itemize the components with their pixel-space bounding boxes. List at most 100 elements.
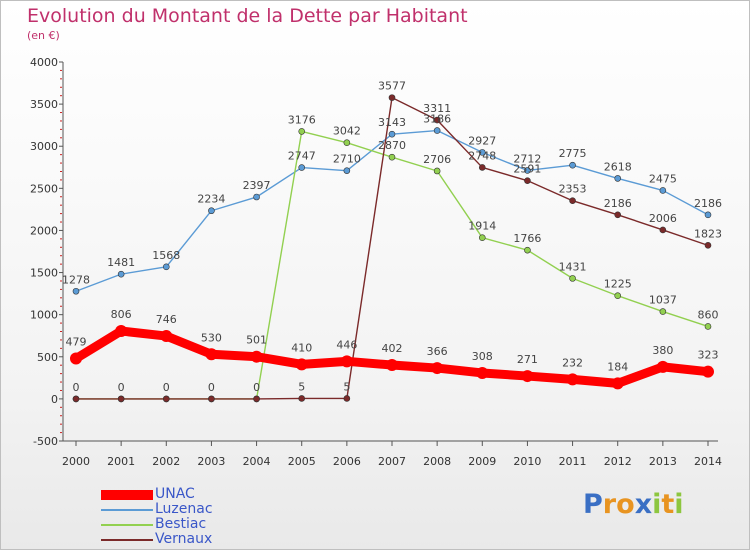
- data-point-unac: [70, 352, 82, 365]
- data-point-unac: [431, 362, 444, 375]
- legend-item-unac: UNAC: [101, 486, 301, 502]
- y-tick-label: 1000: [30, 309, 58, 322]
- data-label-vernaux: 0: [73, 381, 80, 394]
- data-label-vernaux: 2186: [604, 197, 632, 210]
- data-point-bestiac: [298, 128, 306, 135]
- data-point-bestiac: [614, 292, 622, 300]
- data-point-unac: [340, 355, 353, 368]
- data-label-vernaux: 2591: [513, 163, 541, 176]
- data-point-vernaux: [253, 395, 260, 403]
- data-label-luzenac: 1278: [62, 273, 90, 286]
- data-point-unac: [250, 350, 263, 363]
- data-label-bestiac: 1914: [468, 220, 496, 233]
- legend-swatch: [101, 490, 153, 500]
- data-label-vernaux: 0: [253, 381, 260, 394]
- x-tick-label: 2000: [62, 455, 90, 468]
- data-point-unac: [386, 359, 398, 372]
- data-label-unac: 530: [201, 331, 222, 344]
- data-point-bestiac: [704, 323, 712, 330]
- logo-letter: i: [652, 489, 662, 520]
- logo-letter: x: [634, 489, 653, 520]
- data-point-vernaux: [614, 211, 622, 219]
- data-point-unac: [115, 325, 128, 338]
- data-point-vernaux: [162, 395, 170, 403]
- x-tick-label: 2007: [378, 455, 406, 468]
- data-label-luzenac: 2186: [694, 197, 722, 210]
- data-point-luzenac: [704, 211, 712, 219]
- legend-swatch: [101, 524, 153, 526]
- data-point-vernaux: [298, 395, 306, 402]
- data-label-bestiac: 2870: [378, 139, 406, 152]
- y-tick-label: 2000: [30, 224, 58, 237]
- data-label-unac: 366: [427, 345, 448, 358]
- data-label-luzenac: 2927: [468, 134, 496, 147]
- legend-swatch: [101, 509, 153, 511]
- x-tick-label: 2002: [152, 455, 180, 468]
- data-point-bestiac: [433, 167, 441, 175]
- x-tick-label: 2003: [197, 455, 225, 468]
- legend-item-luzenac: Luzenac: [101, 501, 301, 517]
- data-label-bestiac: 1766: [513, 232, 541, 245]
- data-point-unac: [702, 365, 714, 378]
- proxiti-logo: Proxiti: [583, 489, 684, 520]
- y-tick-label: 0: [51, 393, 58, 406]
- data-point-bestiac: [478, 234, 486, 241]
- data-point-vernaux: [343, 395, 351, 402]
- data-label-vernaux: 3577: [378, 80, 406, 93]
- data-label-unac: 410: [291, 341, 312, 354]
- x-tick-label: 2001: [107, 455, 135, 468]
- data-label-unac: 323: [698, 349, 719, 362]
- x-tick-label: 2013: [649, 455, 677, 468]
- logo-letter: t: [661, 489, 675, 520]
- data-point-unac: [295, 358, 308, 371]
- data-point-unac: [656, 360, 669, 373]
- data-point-unac: [205, 348, 218, 361]
- data-point-vernaux: [569, 197, 576, 205]
- data-point-vernaux: [704, 242, 712, 249]
- legend-label: Luzenac: [155, 501, 213, 517]
- x-tick-label: 2011: [559, 455, 587, 468]
- data-point-vernaux: [659, 226, 667, 234]
- chart-subtitle: (en €): [27, 29, 60, 42]
- data-label-unac: 402: [382, 342, 403, 355]
- data-point-luzenac: [162, 263, 170, 271]
- data-label-unac: 380: [652, 344, 673, 357]
- data-label-vernaux: 2006: [649, 212, 677, 225]
- legend-label: UNAC: [155, 486, 195, 502]
- data-point-luzenac: [343, 167, 351, 174]
- data-point-bestiac: [343, 139, 351, 146]
- x-tick-label: 2006: [333, 455, 361, 468]
- data-point-vernaux: [388, 94, 396, 101]
- data-label-unac: 746: [156, 313, 177, 326]
- data-label-vernaux: 1823: [694, 227, 722, 240]
- data-label-vernaux: 5: [298, 380, 305, 393]
- data-label-bestiac: 1431: [559, 260, 587, 273]
- y-tick-label: 4000: [30, 56, 58, 69]
- y-tick-label: 3000: [30, 140, 58, 153]
- data-label-unac: 446: [336, 338, 357, 351]
- data-label-luzenac: 2712: [513, 152, 541, 165]
- data-point-luzenac: [524, 167, 531, 174]
- data-point-vernaux: [117, 395, 125, 403]
- data-label-vernaux: 0: [118, 381, 125, 394]
- data-label-vernaux: 0: [163, 381, 170, 394]
- data-point-luzenac: [659, 187, 667, 194]
- data-label-luzenac: 2475: [649, 172, 677, 185]
- data-label-luzenac: 2710: [333, 153, 361, 166]
- data-label-luzenac: 2397: [243, 179, 271, 192]
- data-point-unac: [521, 370, 534, 383]
- data-label-bestiac: 2706: [423, 153, 451, 166]
- data-label-luzenac: 1568: [152, 249, 180, 262]
- data-label-bestiac: 3176: [288, 113, 316, 126]
- x-tick-label: 2010: [513, 455, 541, 468]
- data-point-unac: [611, 377, 624, 390]
- chart-title: Evolution du Montant de la Dette par Hab…: [27, 5, 468, 27]
- data-point-vernaux: [478, 164, 486, 171]
- legend-label: Bestiac: [155, 516, 207, 532]
- y-tick-label: 500: [37, 351, 58, 364]
- data-label-bestiac: 1037: [649, 294, 677, 307]
- logo-letter: P: [583, 489, 603, 520]
- data-label-bestiac: 860: [698, 308, 719, 321]
- y-tick-label: 3500: [30, 98, 58, 111]
